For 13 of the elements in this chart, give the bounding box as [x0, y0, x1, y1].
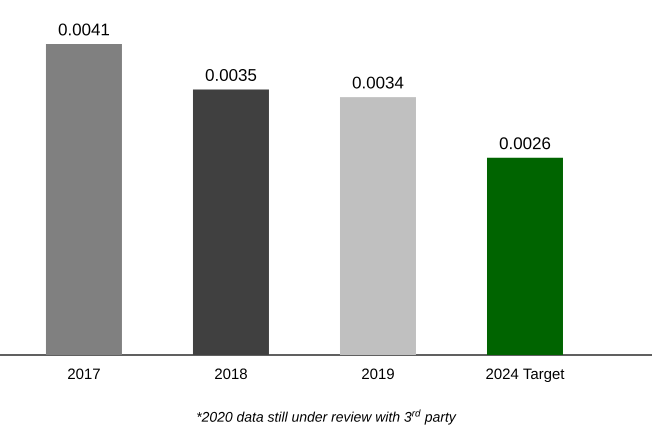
data-label: 0.0035: [206, 68, 256, 81]
bar: [46, 44, 122, 355]
x-tick-label: 2017: [68, 368, 100, 380]
x-tick-label: 2018: [215, 368, 247, 380]
data-label: 0.0034: [352, 76, 404, 89]
data-label: 0.0026: [500, 137, 550, 150]
bar: [486, 158, 563, 355]
bar: [340, 97, 416, 355]
bar: [192, 89, 269, 355]
data-label: 0.0041: [58, 23, 110, 36]
x-tick-label: 2019: [362, 368, 394, 380]
text: *2020 data still under review with 3$^{rd}$ party: [197, 409, 456, 425]
x-tick-label: 2024 Target: [486, 368, 564, 382]
